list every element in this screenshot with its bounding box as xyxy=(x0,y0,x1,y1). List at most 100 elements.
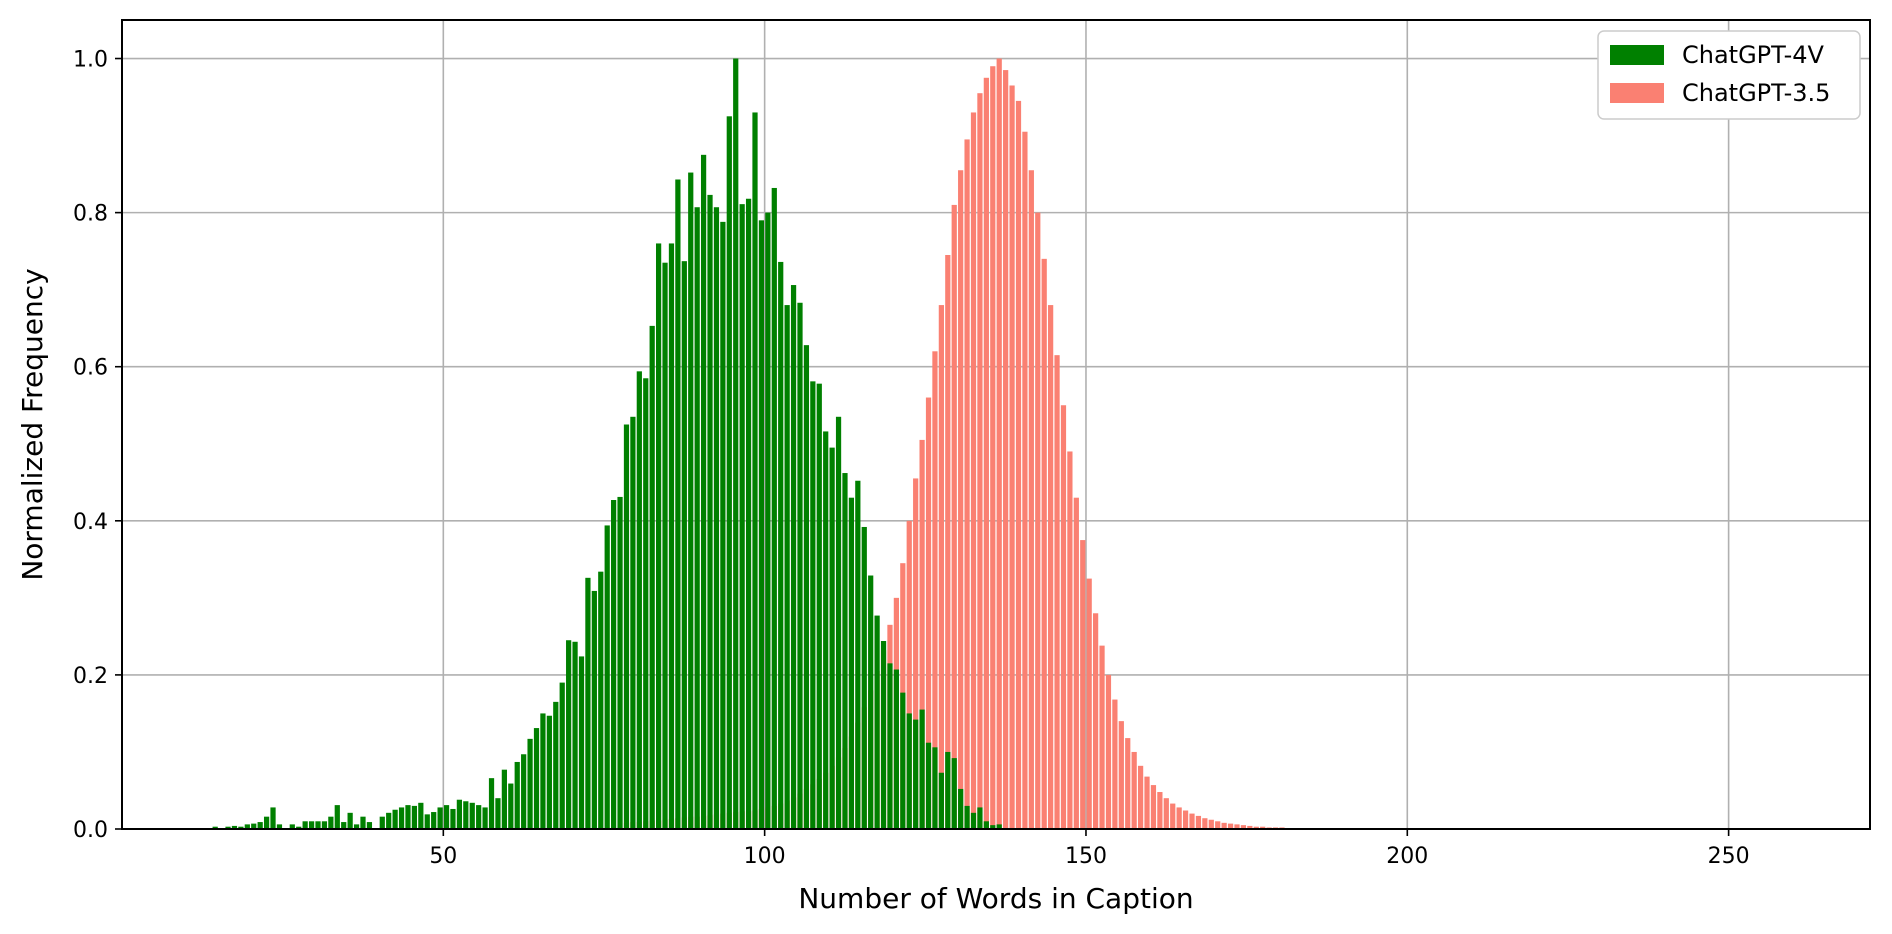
bar-chatgpt-3-5 xyxy=(1092,613,1099,829)
bar-chatgpt-3-5 xyxy=(1125,738,1131,829)
bar-chatgpt-4v xyxy=(463,801,469,829)
y-tick-label: 0.4 xyxy=(73,510,108,535)
bar-chatgpt-4v xyxy=(437,807,443,829)
bar-chatgpt-4v xyxy=(238,826,244,829)
bar-chatgpt-3-5 xyxy=(1048,305,1054,830)
bar-chatgpt-4v xyxy=(257,822,263,829)
grid-lines xyxy=(122,20,1870,830)
bar-chatgpt-3-5 xyxy=(964,139,970,829)
bar-chatgpt-4v xyxy=(321,821,328,829)
bar-chatgpt-4v xyxy=(572,641,578,829)
bar-chatgpt-3-5 xyxy=(1157,792,1163,829)
bar-chatgpt-4v xyxy=(790,285,797,829)
bar-chatgpt-4v xyxy=(861,526,867,829)
bar-chatgpt-4v xyxy=(296,826,302,829)
bar-chatgpt-4v xyxy=(938,772,944,829)
bar-chatgpt-4v xyxy=(803,345,810,829)
bar-chatgpt-3-5 xyxy=(1067,451,1073,829)
bar-chatgpt-4v xyxy=(411,805,418,829)
bar-chatgpt-3-5 xyxy=(1247,825,1253,829)
plot-area-frame xyxy=(121,19,1871,830)
bar-chatgpt-4v xyxy=(585,577,591,829)
bar-chatgpt-4v xyxy=(302,821,308,829)
bar-chatgpt-3-5 xyxy=(1118,721,1124,829)
bar-chatgpt-4v xyxy=(591,590,597,829)
bar-chatgpt-4v xyxy=(488,778,495,829)
bar-chatgpt-4v xyxy=(508,783,514,829)
legend-swatch-chatgpt-4v xyxy=(1610,45,1664,65)
bar-chatgpt-3-5 xyxy=(1221,822,1227,829)
bar-chatgpt-4v xyxy=(289,824,295,829)
bar-chatgpt-4v xyxy=(874,615,880,829)
bar-chatgpt-4v xyxy=(758,220,765,830)
bar-chatgpt-4v xyxy=(797,302,803,829)
bar-chatgpt-4v xyxy=(308,821,315,829)
bar-chatgpt-4v xyxy=(347,812,353,829)
bar-chatgpt-4v xyxy=(771,187,777,829)
bar-chatgpt-4v xyxy=(540,713,546,829)
bar-chatgpt-3-5 xyxy=(1099,645,1105,829)
bar-chatgpt-4v xyxy=(360,816,366,829)
y-tick-label: 0.2 xyxy=(73,664,108,689)
bar-chatgpt-4v xyxy=(366,822,373,829)
bar-chatgpt-4v xyxy=(469,802,475,829)
bar-chatgpt-3-5 xyxy=(1163,798,1169,829)
bar-chatgpt-3-5 xyxy=(977,93,983,829)
bar-chatgpt-3-5 xyxy=(1137,765,1144,829)
bar-chatgpt-4v xyxy=(739,204,745,830)
bar-chatgpt-4v xyxy=(263,816,270,829)
bar-chatgpt-4v xyxy=(450,808,456,829)
bar-chatgpt-4v xyxy=(251,823,257,829)
bar-chatgpt-3-5 xyxy=(919,439,925,829)
y-tick-label: 0.8 xyxy=(73,202,108,227)
bar-chatgpt-3-5 xyxy=(1150,785,1157,829)
bar-chatgpt-4v xyxy=(990,825,996,829)
bar-chatgpt-4v xyxy=(418,802,424,829)
bar-chatgpt-4v xyxy=(630,416,636,829)
bar-chatgpt-3-5 xyxy=(906,520,912,829)
bar-chatgpt-4v xyxy=(675,179,681,829)
bar-chatgpt-4v xyxy=(398,807,405,829)
bar-chatgpt-4v xyxy=(951,758,957,829)
bar-chatgpt-3-5 xyxy=(945,254,951,829)
bar-chatgpt-4v xyxy=(733,58,739,830)
bar-chatgpt-4v xyxy=(546,715,552,829)
bar-chatgpt-3-5 xyxy=(1170,803,1176,829)
bar-chatgpt-4v xyxy=(919,709,925,829)
bar-chatgpt-4v xyxy=(315,821,321,829)
bar-chatgpt-3-5 xyxy=(1131,751,1137,829)
bar-chatgpt-4v xyxy=(945,751,951,829)
bar-chatgpt-4v xyxy=(784,305,790,830)
bar-chatgpt-3-5 xyxy=(1054,355,1060,829)
bar-chatgpt-4v xyxy=(688,172,694,829)
bar-chatgpt-3-5 xyxy=(1195,815,1202,829)
bar-chatgpt-4v xyxy=(328,816,334,829)
bar-chatgpt-3-5 xyxy=(990,66,996,829)
bar-chatgpt-4v xyxy=(225,826,231,829)
bar-chatgpt-3-5 xyxy=(996,58,1002,830)
bar-chatgpt-4v xyxy=(745,198,752,829)
bar-chatgpt-4v xyxy=(527,738,533,829)
bar-chatgpt-3-5 xyxy=(1202,818,1208,829)
bar-chatgpt-4v xyxy=(623,424,630,829)
x-tick-label: 50 xyxy=(429,844,457,869)
y-tick-label: 1.0 xyxy=(73,48,108,73)
bar-chatgpt-4v xyxy=(765,212,771,830)
x-tick-label: 150 xyxy=(1065,844,1107,869)
bar-chatgpt-4v xyxy=(611,500,617,829)
bar-chatgpt-3-5 xyxy=(1060,405,1067,829)
bar-chatgpt-4v xyxy=(810,381,816,829)
bar-chatgpt-4v xyxy=(533,728,540,829)
bar-chatgpt-4v xyxy=(816,383,822,829)
bar-chatgpt-4v xyxy=(668,243,675,829)
bar-chatgpt-3-5 xyxy=(938,305,944,830)
bar-chatgpt-4v xyxy=(842,473,848,829)
bar-chatgpt-3-5 xyxy=(1260,826,1266,829)
bar-chatgpt-4v xyxy=(379,816,385,829)
bar-chatgpt-4v xyxy=(334,805,340,829)
bar-chatgpt-3-5 xyxy=(1009,85,1015,829)
bar-chatgpt-4v xyxy=(996,824,1002,829)
bar-chatgpt-3-5 xyxy=(1253,826,1259,829)
bar-chatgpt-3-5 xyxy=(1182,810,1189,829)
bar-chatgpt-4v xyxy=(566,640,572,829)
